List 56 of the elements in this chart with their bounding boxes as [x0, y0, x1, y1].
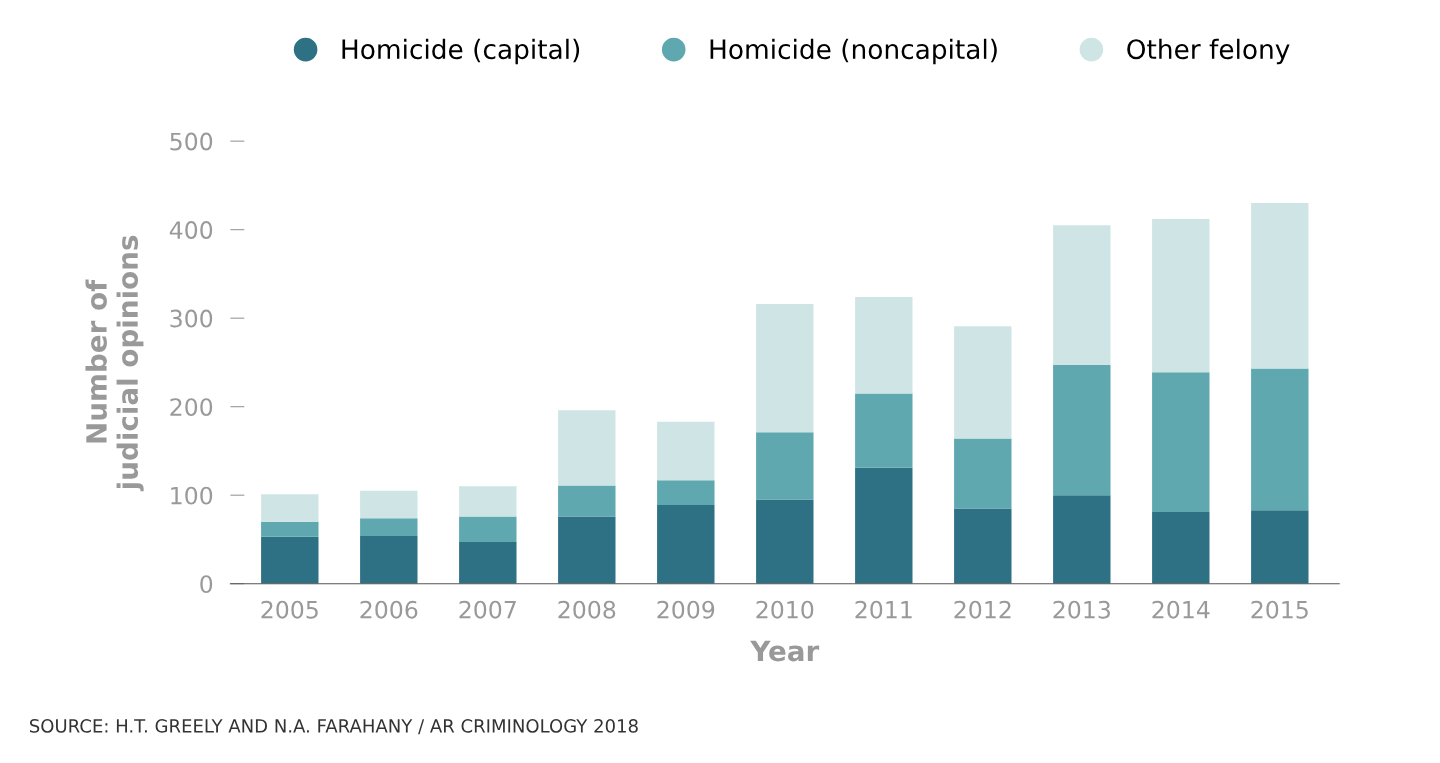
y-axis-title: Number of judicial opinions: [85, 235, 144, 492]
bar: [261, 521, 319, 537]
x-tick-label: 2015: [1251, 600, 1308, 619]
bar: [1152, 512, 1210, 584]
x-tick-label: 2009: [657, 600, 715, 619]
bar: [1053, 225, 1111, 366]
bar: [657, 480, 715, 505]
bar: [360, 535, 418, 584]
bar: [756, 499, 814, 584]
y-tick-label: 200: [170, 398, 213, 416]
y-tick-label: 400: [169, 221, 213, 239]
x-tick-label: 2007: [459, 600, 516, 619]
x-tick-label: 2006: [360, 600, 418, 619]
bar: [1152, 372, 1210, 512]
bar: [756, 304, 814, 433]
bar: [954, 508, 1012, 584]
bar: [657, 421, 715, 481]
bar: [954, 326, 1012, 439]
bar: [558, 516, 616, 584]
bar: [1251, 368, 1309, 511]
bar: [360, 518, 418, 536]
bar: [855, 467, 913, 584]
bar: [954, 438, 1012, 509]
x-tick-label: 2013: [1053, 600, 1110, 619]
y-tick-label: 100: [171, 486, 213, 505]
bar: [558, 485, 616, 517]
bar: [756, 432, 814, 500]
bar: [1053, 365, 1111, 496]
bar: [558, 410, 616, 486]
x-axis-title: Year: [750, 640, 820, 662]
bar: [261, 494, 319, 522]
bar: [855, 296, 913, 394]
y-tick-label: 500: [170, 132, 213, 151]
bar: [1053, 495, 1111, 584]
x-tick-label: 2010: [756, 600, 814, 619]
x-tick-label: 2012: [954, 600, 1011, 619]
legend-label: Other felony: [1127, 38, 1290, 65]
bar: [459, 542, 517, 584]
bar: [855, 393, 913, 468]
bar: [1251, 203, 1309, 369]
bar: [261, 536, 319, 584]
y-tick-label: 0: [200, 575, 213, 593]
x-tick-label: 2008: [558, 600, 616, 619]
x-tick-label: 2011: [855, 600, 912, 619]
bar: [459, 486, 517, 517]
source-note: SOURCE: H.T. GREELY AND N.A. FARAHANY / AR CRIMINOLOGY 2018: [29, 719, 638, 735]
x-tick-label: 2014: [1152, 600, 1210, 619]
legend-label: Homicide (capital): [342, 38, 580, 65]
legend-label: Homicide (noncapital): [710, 38, 997, 65]
bar: [360, 490, 418, 519]
bar: [1251, 510, 1309, 584]
bar: [459, 516, 517, 543]
bar: [1152, 219, 1210, 373]
bar: [657, 504, 715, 584]
x-tick-label: 2005: [261, 600, 318, 619]
y-tick-label: 300: [170, 309, 213, 328]
